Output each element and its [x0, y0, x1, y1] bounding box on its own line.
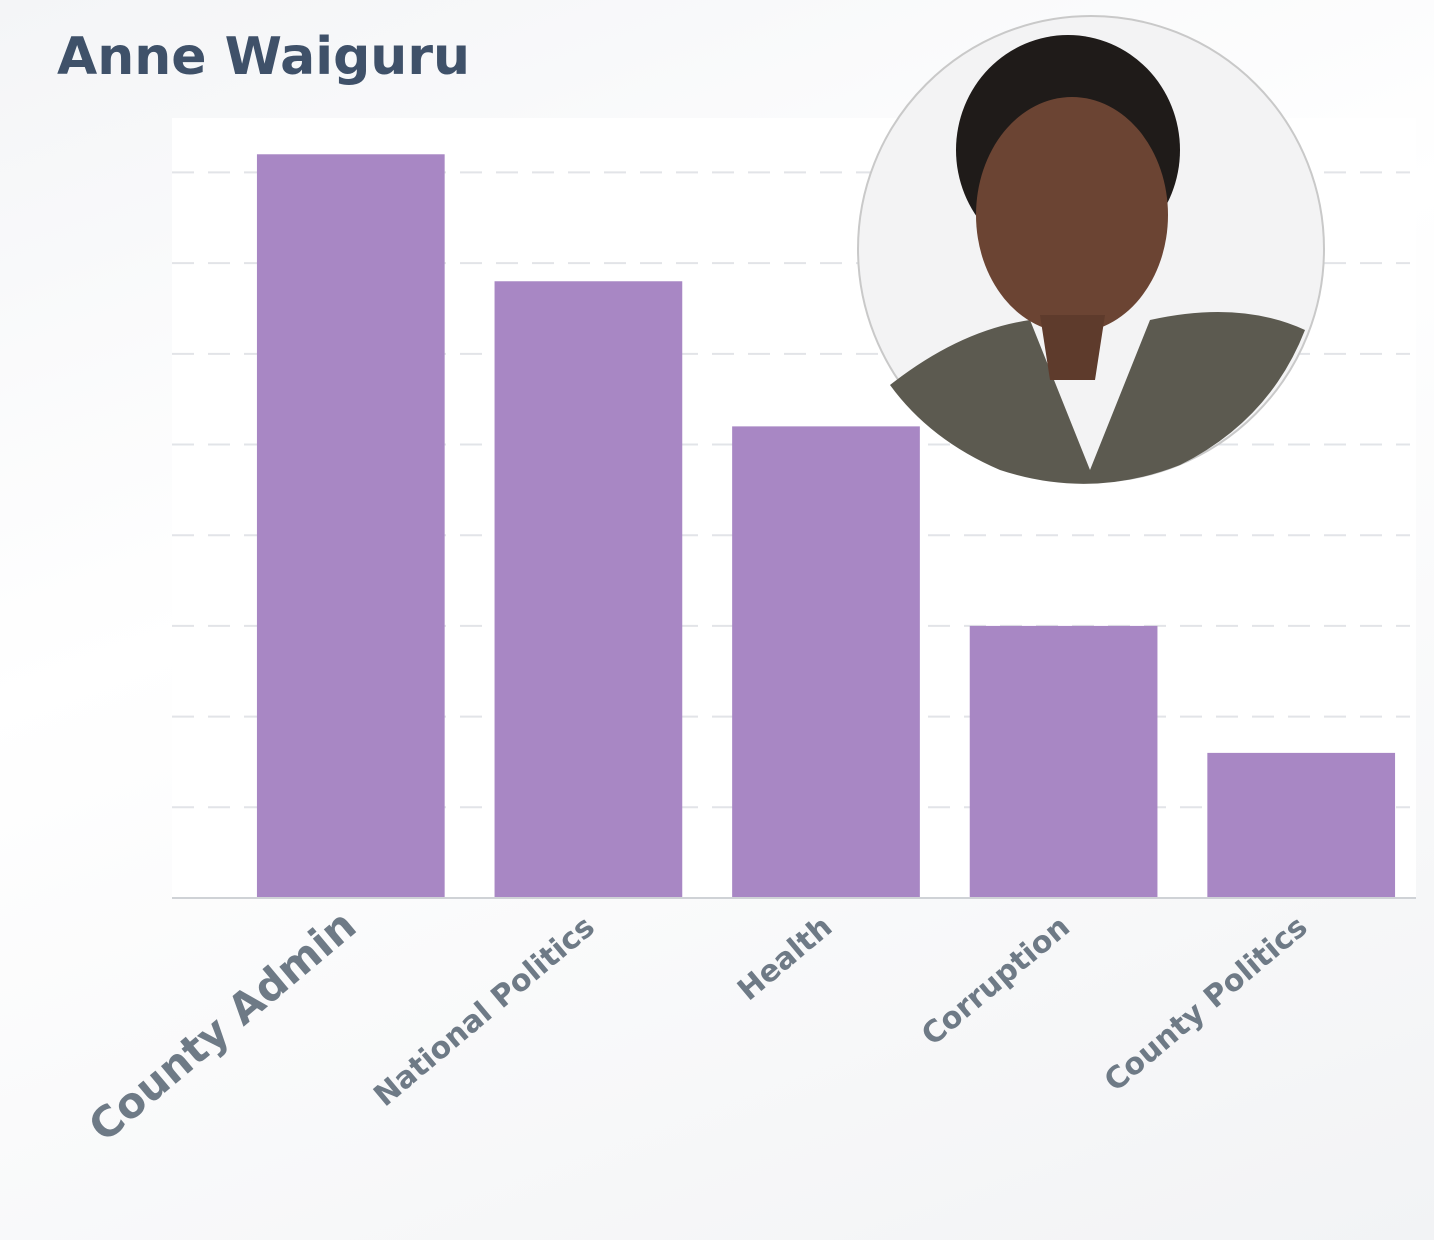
bar — [495, 281, 683, 898]
x-tick-label: National Politics — [367, 909, 601, 1113]
portrait — [858, 16, 1324, 484]
portrait-neck — [1040, 315, 1105, 380]
x-tick-label: Health — [731, 909, 839, 1008]
x-tick-label: County Admin — [79, 900, 365, 1151]
bar — [970, 626, 1158, 898]
x-tick-label: Corruption — [915, 909, 1077, 1053]
portrait-face — [976, 97, 1168, 333]
chart: Anne Waiguru County AdminNational Politi… — [0, 0, 1434, 1240]
bar — [257, 154, 445, 898]
chart-title: Anne Waiguru — [57, 27, 470, 87]
bar — [732, 426, 920, 898]
x-tick-label: County Politics — [1098, 909, 1314, 1099]
bar — [1207, 753, 1395, 898]
